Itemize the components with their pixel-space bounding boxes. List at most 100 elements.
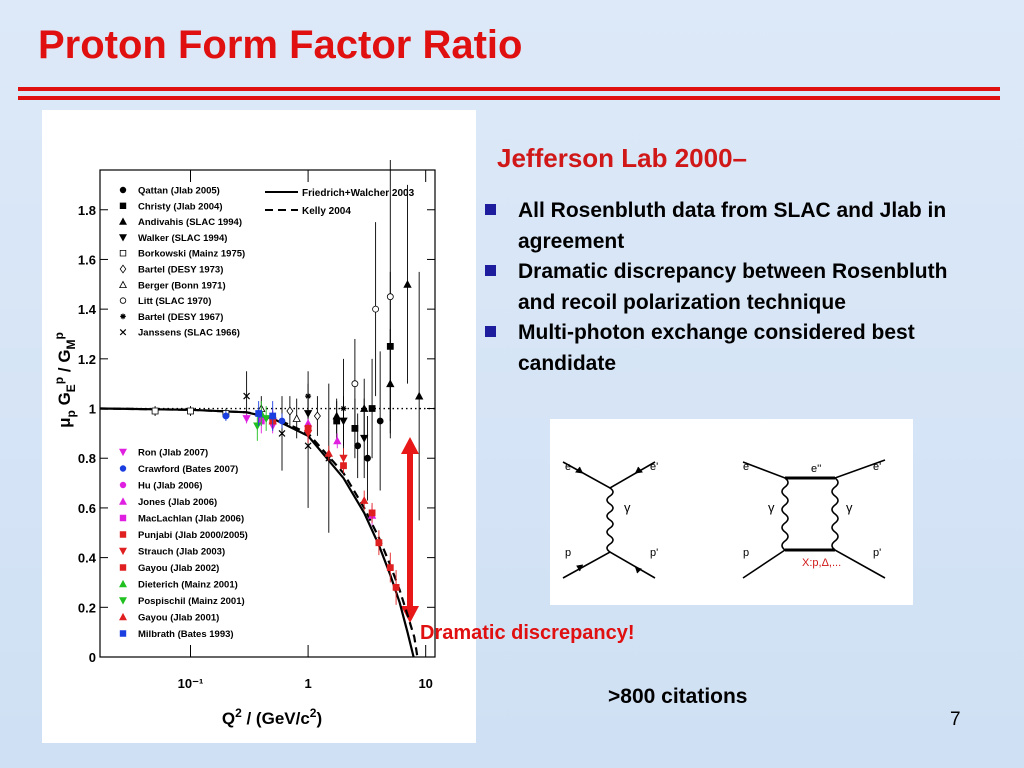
legend-label: Christy (Jlab 2004) <box>138 201 222 212</box>
legend-marker <box>119 234 127 242</box>
legend-marker <box>119 448 127 457</box>
y-tick-label: 0.8 <box>78 451 96 466</box>
axis-label-part: G <box>55 392 74 410</box>
annotation: Dramatic discrepancy! <box>420 622 635 644</box>
data-point <box>242 415 251 423</box>
y-tick-label: 0.4 <box>78 551 97 566</box>
data-point <box>278 417 286 425</box>
y-tick-label: 1 <box>89 402 96 417</box>
legend-marker <box>119 531 127 538</box>
bullet: Multi-photon exchange considered best ca… <box>483 318 963 379</box>
axis-label-part: Q <box>222 709 235 728</box>
bullet-list: All Rosenbluth data from SLAC and Jlab i… <box>483 196 963 379</box>
legend-label: Strauch (Jlab 2003) <box>138 547 225 558</box>
legend-marker <box>119 579 127 588</box>
slide-title: Proton Form Factor Ratio <box>38 23 522 67</box>
data-point <box>243 392 251 400</box>
data-point <box>278 429 286 437</box>
data-point <box>222 412 230 420</box>
data-point <box>332 411 341 420</box>
legend-label: Crawford (Bates 2007) <box>138 464 238 475</box>
data-point <box>324 448 333 457</box>
citations: >800 citations <box>608 685 747 708</box>
diagram-label: p' <box>873 547 881 559</box>
data-point <box>339 454 348 463</box>
data-point <box>187 407 194 415</box>
legend-marker <box>119 497 127 505</box>
data-point <box>351 380 359 388</box>
legend-marker <box>120 313 126 320</box>
data-point <box>313 411 321 421</box>
legend-marker <box>119 202 127 210</box>
diagram-label: p' <box>650 547 658 559</box>
plot-frame <box>99 169 436 658</box>
x-tick-label: 10⁻¹ <box>178 676 204 691</box>
axis-label-part: E <box>64 384 78 392</box>
title-rule <box>18 87 1000 91</box>
legend-marker <box>119 514 127 522</box>
data-point <box>354 442 362 450</box>
data-point <box>386 293 394 301</box>
data-point <box>333 436 342 445</box>
legend-label: Walker (SLAC 1994) <box>138 233 227 244</box>
axis-label-part: 2 <box>310 706 317 720</box>
legend-label: Ron (Jlab 2007) <box>138 448 208 459</box>
data-point <box>360 434 369 443</box>
diagram-label: e'' <box>811 463 821 475</box>
data-point <box>368 509 376 517</box>
legend-label: Qattan (Jlab 2005) <box>138 186 220 197</box>
data-point <box>151 407 159 415</box>
axis-label: μp GEp / GMp <box>52 332 78 428</box>
axis-label: Q2 / (GeV/c2) <box>222 706 322 728</box>
diagram-label: e' <box>873 461 881 473</box>
axis-label-part: p <box>52 332 66 339</box>
legend-label: Janssens (SLAC 1966) <box>138 328 240 339</box>
legend-marker <box>119 217 127 225</box>
legend-label: Dieterich (Mainz 2001) <box>138 580 238 591</box>
legend-label: Hu (Jlab 2006) <box>138 481 202 492</box>
legend-label: Pospischil (Mainz 2001) <box>138 596 245 607</box>
data-point <box>292 414 301 422</box>
diagram-label: e <box>743 461 749 473</box>
legend-marker <box>119 249 127 257</box>
legend-marker <box>119 564 127 571</box>
legend-marker <box>119 280 127 288</box>
data-point <box>255 410 263 417</box>
legend-label: Punjabi (Jlab 2000/2005) <box>138 530 248 541</box>
legend-label: Jones (Jlab 2006) <box>138 497 217 508</box>
legend-marker <box>119 186 127 194</box>
page-number: 7 <box>950 709 961 730</box>
legend-label: Bartel (DESY 1967) <box>138 312 223 323</box>
y-tick-label: 1.8 <box>78 203 96 218</box>
data-point <box>376 417 384 425</box>
legend-label: Litt (SLAC 1970) <box>138 296 211 307</box>
legend-label: Kelly 2004 <box>302 206 351 217</box>
legend-marker <box>119 481 127 489</box>
legend-label: Gayou (Jlab 2002) <box>138 563 219 574</box>
legend-label: Bartel (DESY 1973) <box>138 265 223 276</box>
axis-label-part: p <box>52 377 66 384</box>
diagram-label: X:p,Δ,... <box>802 557 841 569</box>
data-point <box>262 415 271 423</box>
axis-label-part: p <box>64 410 78 417</box>
axis-label-part: μ <box>55 418 74 428</box>
legend-label: Gayou (Jlab 2001) <box>138 613 219 624</box>
data-point <box>403 279 412 288</box>
axis-label-part: / G <box>55 349 74 376</box>
legend-marker <box>119 465 127 472</box>
legend-marker <box>119 630 127 637</box>
data-point <box>415 391 424 400</box>
legend-marker <box>119 264 127 274</box>
data-point <box>286 406 294 416</box>
axis-label-part: / (GeV/c <box>242 709 310 728</box>
data-point <box>303 429 313 438</box>
legend-label: Berger (Bonn 1971) <box>138 280 226 291</box>
y-tick-label: 1.2 <box>78 352 96 367</box>
data-point <box>392 584 400 591</box>
diagram-label: γ <box>768 500 775 515</box>
diagram-label: p <box>565 547 571 559</box>
legend-label: Andivahis (SLAC 1994) <box>138 217 242 228</box>
